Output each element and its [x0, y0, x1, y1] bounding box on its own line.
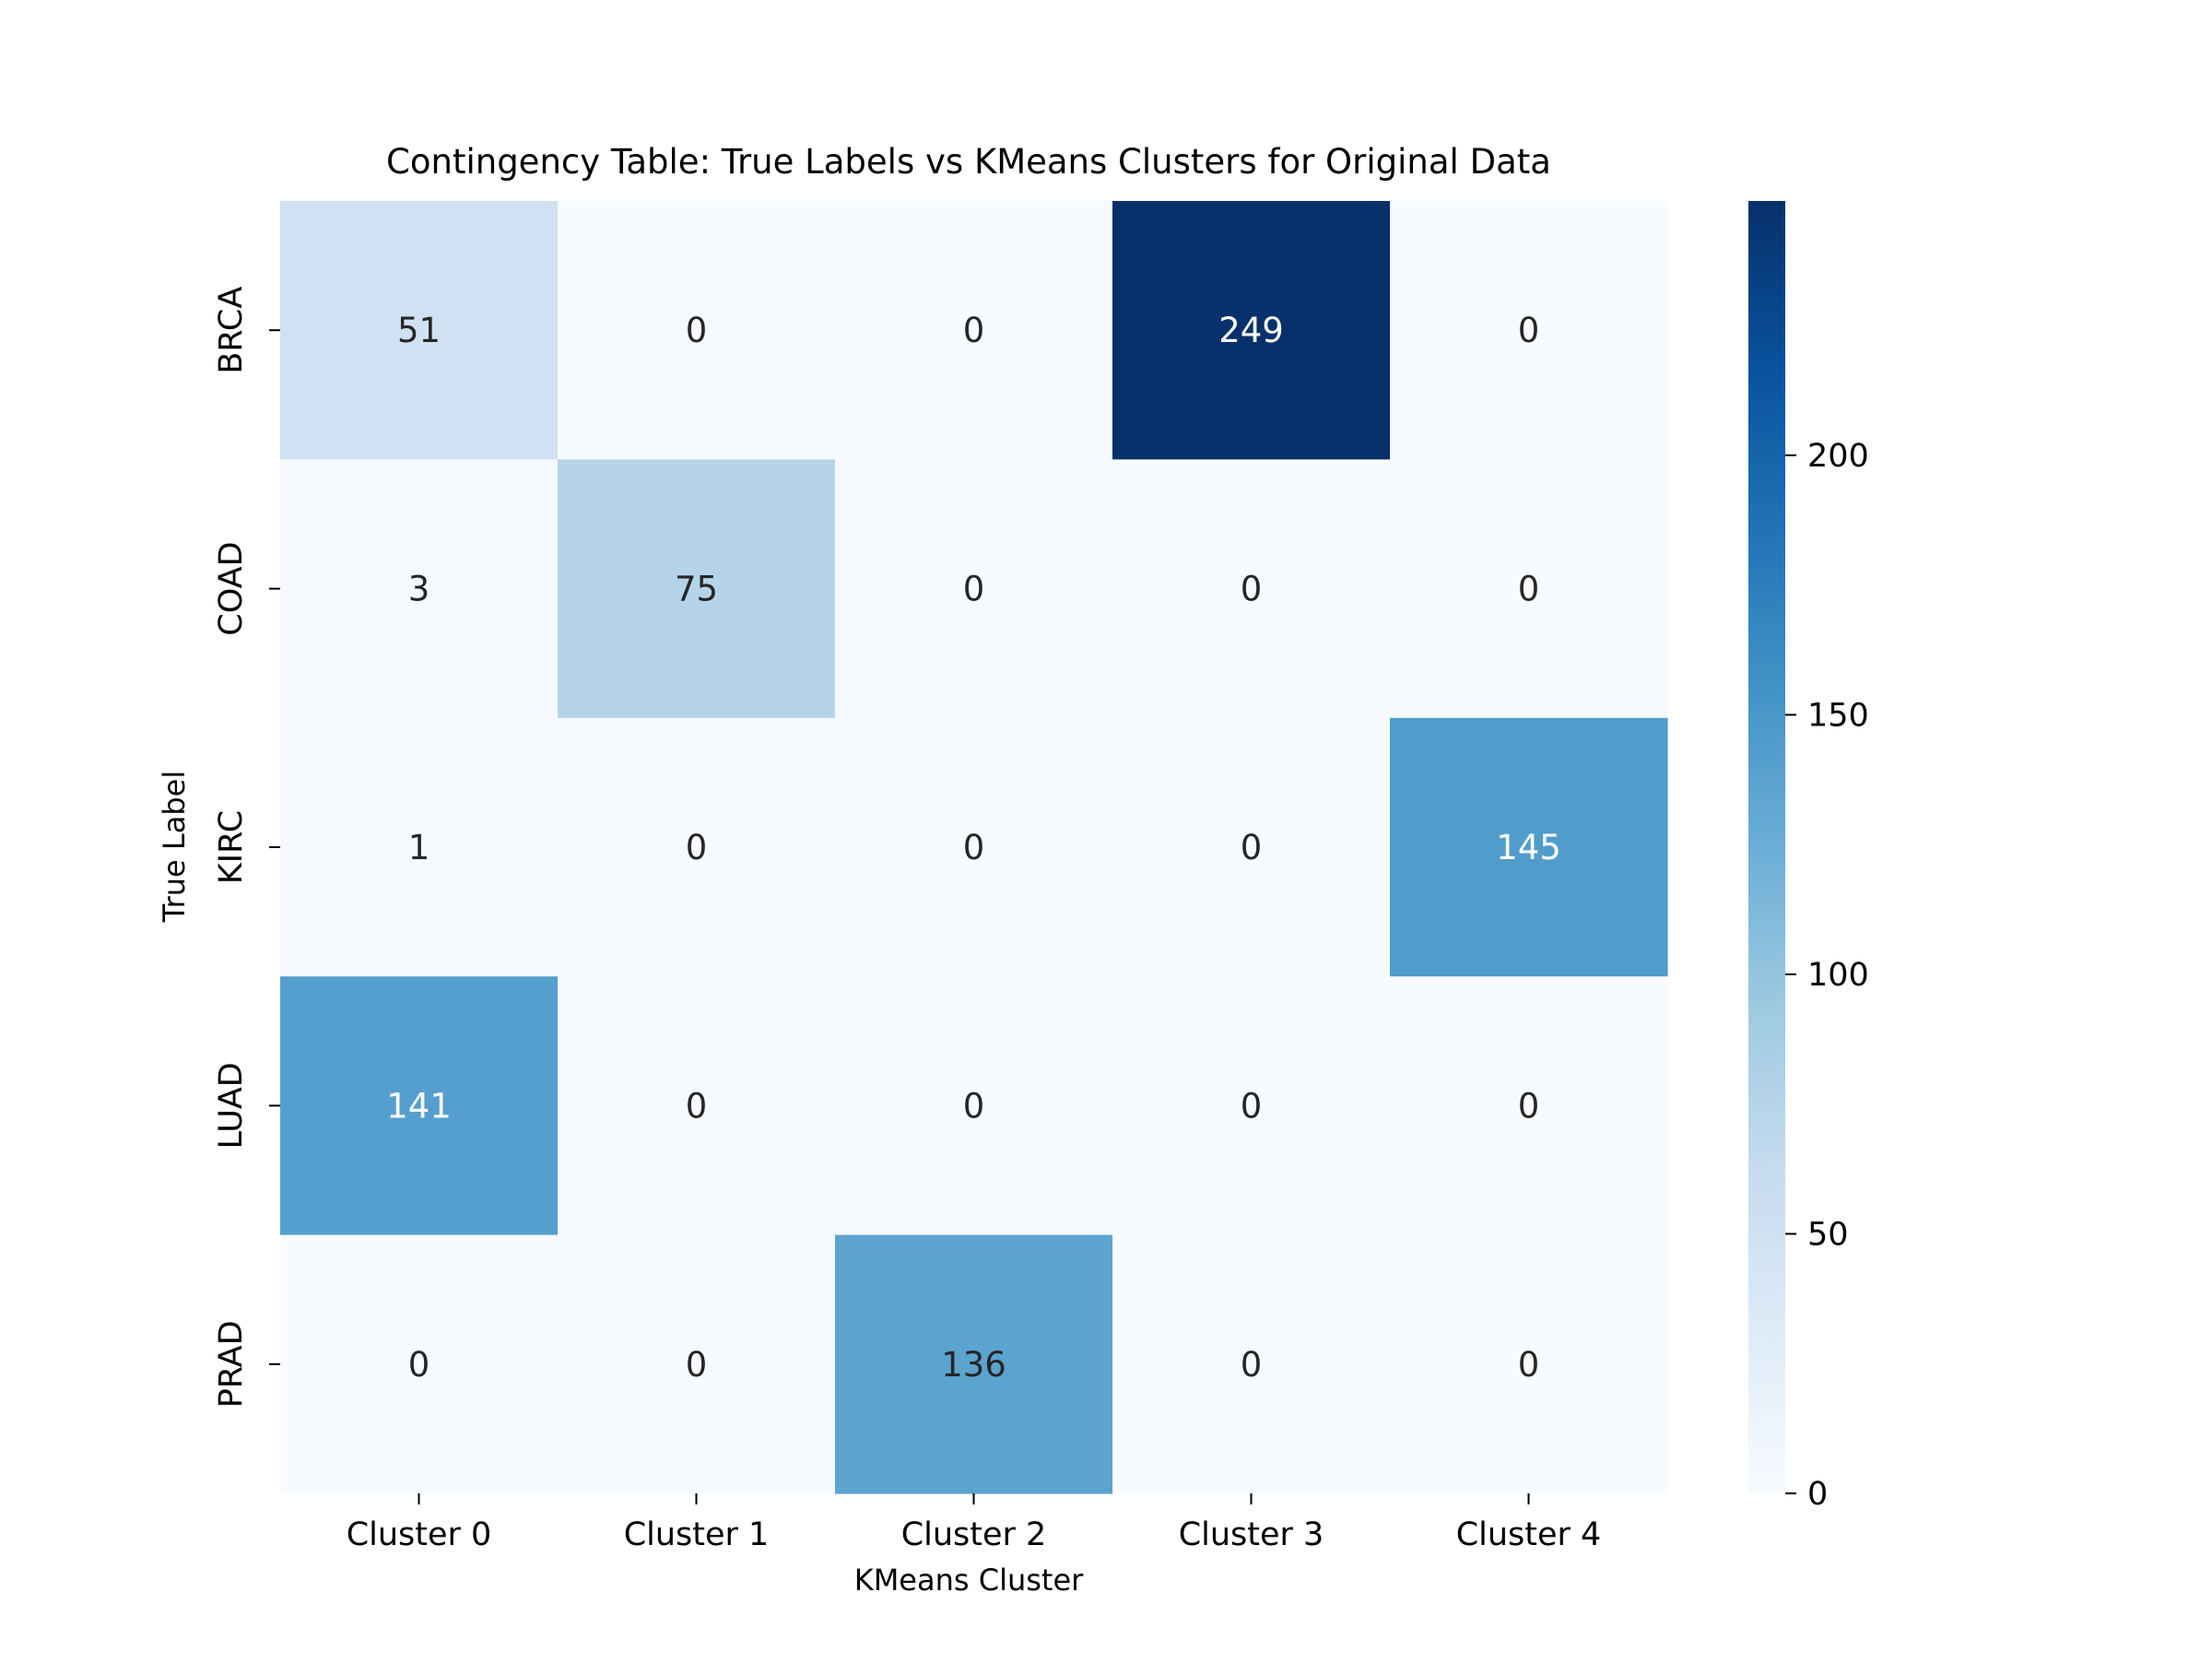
- heatmap-cell: [835, 201, 1113, 460]
- cell-value-label: 0: [408, 1345, 430, 1385]
- heatmap-cell: [835, 976, 1113, 1236]
- cell-value-label: 0: [1518, 311, 1540, 350]
- cell-value-label: 141: [386, 1086, 452, 1126]
- y-tick-label: COAD: [213, 541, 250, 635]
- x-tick-label: Cluster 1: [624, 1516, 770, 1553]
- heatmap-cell: [1390, 976, 1668, 1236]
- cell-value-label: 0: [686, 311, 708, 350]
- heatmap-cell: [558, 1234, 836, 1494]
- cell-value-label: 0: [1518, 570, 1540, 609]
- heatmap-cell: [558, 201, 836, 460]
- cell-annotations: 51 0 0 249 0 3 75 0 0 0 1 0 0 0 145 141 0 0 0 0 0 0 136 0 0: [386, 311, 1561, 1385]
- heatmap-cell: [1112, 717, 1391, 977]
- colorbar-tick-label: 50: [1807, 1216, 1849, 1253]
- x-axis-label: KMeans Cluster: [854, 1563, 1084, 1598]
- cell-value-label: 1: [408, 828, 430, 867]
- cell-value-label: 0: [1241, 828, 1263, 867]
- heatmap-cell: [1112, 976, 1391, 1236]
- heatmap-cell: [558, 459, 836, 719]
- heatmap-cell: [280, 1234, 559, 1494]
- heatmap-cell: [280, 201, 559, 460]
- y-tick-label: KIRC: [213, 810, 250, 884]
- cell-value-label: 0: [686, 1086, 708, 1126]
- x-axis: Cluster 0 Cluster 1 Cluster 2 Cluster 3 Clus…: [347, 1493, 1602, 1553]
- heatmap-cell: [835, 1234, 1113, 1494]
- heatmap-cell: [1112, 459, 1391, 719]
- cell-value-label: 0: [1518, 1086, 1540, 1126]
- y-tick-label: PRAD: [213, 1320, 250, 1408]
- cell-value-label: 0: [1241, 570, 1263, 609]
- heatmap-cell: [1390, 459, 1668, 719]
- colorbar-tick-label: 200: [1807, 438, 1869, 475]
- y-axis-label: True Label: [157, 771, 192, 923]
- heatmap-cells: [280, 201, 1668, 1494]
- cell-value-label: 0: [963, 311, 985, 350]
- heatmap-cell: [835, 717, 1113, 977]
- cell-value-label: 0: [963, 570, 985, 609]
- cell-value-label: 0: [963, 828, 985, 867]
- heatmap-cell: [1390, 717, 1668, 977]
- heatmap-cell: [558, 976, 836, 1236]
- heatmap-cell: [1112, 201, 1391, 460]
- heatmap-cell: [1390, 1234, 1668, 1494]
- colorbar: 0 50 100 150 200: [1748, 201, 1869, 1513]
- cell-value-label: 51: [397, 311, 441, 350]
- chart-title: Contingency Table: True Labels vs KMeans…: [386, 142, 1551, 182]
- colorbar-tick-label: 0: [1807, 1476, 1828, 1513]
- heatmap-cell: [835, 459, 1113, 719]
- cell-value-label: 0: [963, 1086, 985, 1126]
- x-tick-label: Cluster 3: [1179, 1516, 1324, 1553]
- cell-value-label: 145: [1496, 828, 1561, 867]
- y-tick-label: BRCA: [213, 287, 250, 374]
- colorbar-gradient: [1748, 201, 1785, 1493]
- cell-value-label: 0: [686, 828, 708, 867]
- x-tick-label: Cluster 4: [1456, 1516, 1602, 1553]
- heatmap-cell: [280, 459, 559, 719]
- heatmap-cell: [558, 717, 836, 977]
- colorbar-tick-label: 150: [1807, 697, 1869, 734]
- cell-value-label: 0: [686, 1345, 708, 1385]
- cell-value-label: 136: [941, 1345, 1006, 1385]
- colorbar-tick-label: 100: [1807, 957, 1869, 994]
- x-tick-label: Cluster 2: [901, 1516, 1047, 1553]
- heatmap-cell: [280, 717, 559, 977]
- cell-value-label: 0: [1518, 1345, 1540, 1385]
- heatmap-cell: [1112, 1234, 1391, 1494]
- cell-value-label: 0: [1241, 1345, 1263, 1385]
- y-axis: BRCA COAD KIRC LUAD PRAD: [213, 287, 280, 1408]
- heatmap-cell: [280, 976, 559, 1236]
- heatmap-cell: [1390, 201, 1668, 460]
- y-tick-label: LUAD: [213, 1062, 250, 1149]
- cell-value-label: 249: [1218, 311, 1284, 350]
- cell-value-label: 3: [408, 570, 430, 609]
- cell-value-label: 75: [675, 570, 718, 609]
- cell-value-label: 0: [1241, 1086, 1263, 1126]
- x-tick-label: Cluster 0: [347, 1516, 492, 1553]
